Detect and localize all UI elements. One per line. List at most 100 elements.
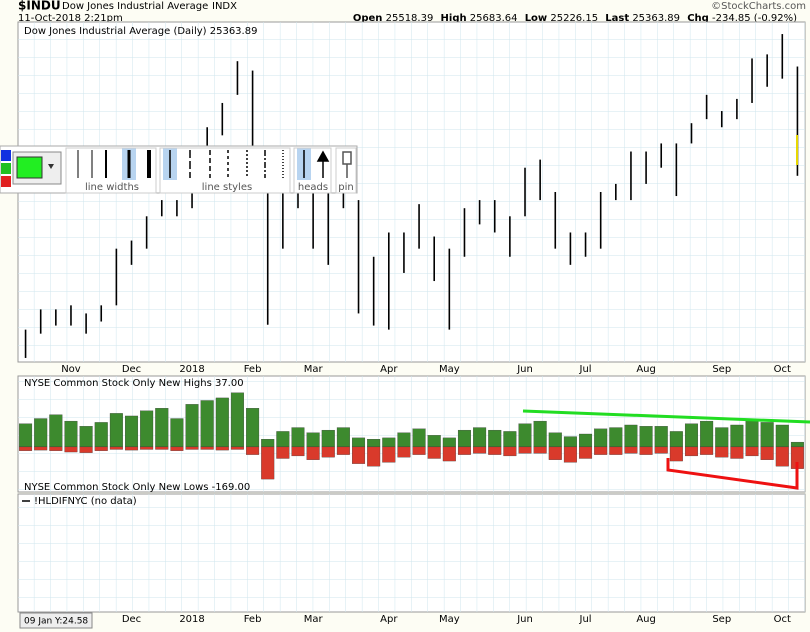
- breadth-bar: [473, 446, 487, 454]
- breadth-bar: [306, 446, 320, 460]
- breadth-bar: [215, 446, 229, 451]
- open-label: Open: [353, 13, 383, 24]
- x-tick-label: Oct: [774, 614, 791, 625]
- x-tick-label: 2018: [179, 364, 204, 375]
- x-tick-label: Sep: [712, 614, 731, 625]
- breadth-bar: [94, 446, 108, 451]
- breadth-bar: [700, 446, 714, 455]
- x-tick-label: Jun: [516, 364, 533, 375]
- breadth-bar: [261, 439, 275, 448]
- breadth-bar: [639, 426, 653, 448]
- breadth-bar: [790, 441, 804, 448]
- breadth-bar: [125, 415, 139, 448]
- breadth-bar: [306, 432, 320, 448]
- breadth-bar: [579, 446, 593, 459]
- date: 11-Oct-2018 2:21pm: [18, 13, 123, 24]
- breadth-bar: [200, 400, 214, 448]
- breadth-bar: [200, 446, 214, 450]
- x-tick-label: Mar: [304, 364, 324, 375]
- breadth-bar: [291, 427, 305, 448]
- breadth-bar: [321, 429, 335, 448]
- x-tick-label: Apr: [380, 614, 398, 625]
- breadth-bar: [230, 446, 244, 450]
- breadth-bar: [64, 446, 78, 453]
- x-tick-label: Jul: [579, 364, 592, 375]
- x-tick-label: Jul: [579, 614, 592, 625]
- chg-label: Chg: [687, 13, 709, 24]
- breadth-bar: [49, 414, 63, 448]
- breadth-bar: [19, 423, 33, 448]
- x-tick-label: 2018: [179, 614, 204, 625]
- breadth-bar: [109, 413, 123, 448]
- widths-button[interactable]: [65, 147, 157, 194]
- breadth-bar: [503, 446, 517, 457]
- breadth-bar: [457, 429, 471, 448]
- breadth-bar: [760, 446, 774, 460]
- current-bar: [796, 135, 798, 165]
- styles-button[interactable]: [159, 147, 291, 194]
- breadth-bar: [594, 428, 608, 448]
- breadth-bar: [382, 437, 396, 448]
- heads-button[interactable]: [293, 147, 332, 194]
- breadth-bar: [669, 431, 683, 448]
- quote: Open 25518.39 High 25683.64 Low 25226.15…: [353, 13, 797, 24]
- breadth-bar: [336, 446, 350, 455]
- breadth-bar: [397, 432, 411, 448]
- breadth-bar: [336, 427, 350, 448]
- breadth-bar: [382, 446, 396, 463]
- breadth-bar: [700, 420, 714, 448]
- low-label: Low: [525, 13, 547, 24]
- index-name: Dow Jones Industrial Average: [62, 1, 208, 12]
- high: 25683.64: [470, 13, 518, 24]
- breadth-bar: [503, 431, 517, 448]
- last-label: Last: [605, 13, 629, 24]
- open: 25518.39: [386, 13, 434, 24]
- breadth-bar: [140, 446, 154, 450]
- breadth-bar: [397, 446, 411, 458]
- color-chip[interactable]: [1, 150, 11, 161]
- x-tick-label: Nov: [61, 364, 81, 375]
- breadth-bar: [155, 408, 169, 448]
- breadth-bar: [261, 446, 275, 480]
- breadth-bar: [94, 422, 108, 448]
- breadth-bar: [473, 427, 487, 448]
- breadth-bar: [291, 446, 305, 457]
- low: 25226.15: [550, 13, 598, 24]
- breadth-bar: [669, 446, 683, 462]
- breadth-bar: [730, 424, 744, 448]
- breadth-bar: [488, 429, 502, 448]
- breadth-bar: [715, 446, 729, 458]
- color-chip[interactable]: [1, 163, 11, 174]
- trendline-highs: [522, 409, 810, 424]
- breadth-bar: [488, 446, 502, 455]
- breadth-bar: [185, 446, 199, 450]
- toolbar: line widths line styles heads pin: [0, 145, 358, 194]
- breadth-bar: [412, 428, 426, 448]
- pin-button[interactable]: [335, 147, 357, 194]
- toolbar-label: heads: [298, 182, 328, 193]
- breadth-bar: [34, 418, 48, 448]
- last: 25363.89: [632, 13, 680, 24]
- x-tick-label: May: [439, 364, 460, 375]
- symbol: $INDU: [18, 0, 61, 13]
- panel-title: Dow Jones Industrial Average (Daily) 253…: [24, 26, 257, 37]
- dropdown-arrow: [48, 164, 54, 169]
- color-chip[interactable]: [1, 176, 11, 187]
- breadth-bar: [518, 446, 532, 454]
- breadth-bar: [49, 446, 63, 451]
- breadth-bar: [367, 446, 381, 467]
- legend-entry: NYSE Common Stock Only New Highs 37.00: [24, 378, 244, 389]
- breadth-bar: [594, 446, 608, 455]
- x-tick-label: Jun: [516, 614, 533, 625]
- breadth-bar: [684, 423, 698, 448]
- toolbar-label: line styles: [202, 182, 252, 193]
- breadth-bar: [125, 446, 139, 451]
- status-text: 09 Jan Y:24.58: [24, 617, 88, 627]
- breadth-bar: [533, 446, 547, 454]
- breadth-bar: [548, 446, 562, 460]
- breadth-bar: [276, 446, 290, 459]
- breadth-bar: [321, 446, 335, 458]
- panel-title: !HLDIFNYC (no data): [34, 496, 137, 507]
- breadth-bar: [155, 446, 169, 450]
- breadth-bar: [609, 446, 623, 455]
